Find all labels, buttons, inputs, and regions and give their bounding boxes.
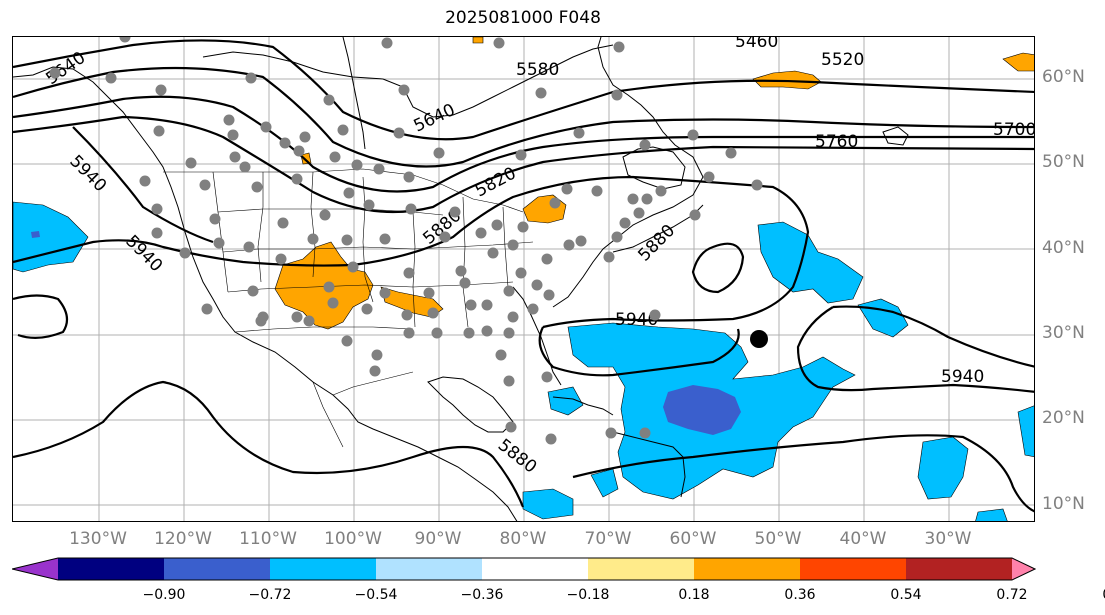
colorbar-segment <box>588 558 695 580</box>
contour-label: 5940 <box>121 231 166 276</box>
colorbar <box>12 557 1036 581</box>
lon-label-80w: 80°W <box>499 529 547 549</box>
colorbar-segment <box>800 558 907 580</box>
colorbar-segment <box>376 558 483 580</box>
lat-label-20n: 20°N <box>1042 408 1085 428</box>
contour-label: 5460 <box>735 37 778 52</box>
station-dots <box>49 37 763 445</box>
colorbar-segment <box>58 558 165 580</box>
colorbar-tick-label: −0.18 <box>566 587 610 603</box>
colorbar-tick-label: −0.36 <box>460 587 504 603</box>
colorbar-extension-high <box>1012 558 1035 580</box>
map-title: 2025081000 F048 <box>445 8 601 28</box>
colorbar-tick-label: −0.72 <box>248 587 292 603</box>
height-contours <box>13 39 1034 513</box>
lon-label-40w: 40°W <box>839 529 887 549</box>
lon-label-70w: 70°W <box>584 529 632 549</box>
contour-label: 5760 <box>815 132 858 152</box>
target-location-marker <box>750 330 768 348</box>
positive-anomaly-shading <box>274 37 1034 330</box>
contour-label: 5880 <box>494 435 540 477</box>
map-panel[interactable]: 5460 5520 5580 5640 5640 5700 5760 5820 … <box>12 36 1035 522</box>
strong-negative-anomaly-shading <box>31 231 741 435</box>
contour-label: 5580 <box>516 60 559 80</box>
contour-label: 5700 <box>993 120 1035 140</box>
colorbar-segment <box>270 558 377 580</box>
colorbar-extension-low <box>12 558 58 580</box>
colorbar-tick-label: 0.36 <box>784 587 816 603</box>
lon-label-110w: 110°W <box>239 529 297 549</box>
colorbar-segment <box>906 558 1013 580</box>
colorbar-segment <box>694 558 801 580</box>
lon-label-50w: 50°W <box>754 529 802 549</box>
lon-label-30w: 30°W <box>924 529 972 549</box>
colorbar-segment <box>482 558 589 580</box>
colorbar-tick-label: 0.72 <box>996 587 1028 603</box>
colorbar-tick-label: 0.54 <box>890 587 922 603</box>
lon-label-90w: 90°W <box>414 529 462 549</box>
colorbar-segment <box>164 558 271 580</box>
colorbar-tick-label: −0.90 <box>142 587 186 603</box>
lon-label-130w: 130°W <box>69 529 127 549</box>
lat-label-30n: 30°N <box>1042 323 1085 343</box>
lat-label-60n: 60°N <box>1042 67 1085 87</box>
contour-label: 5820 <box>472 163 520 201</box>
lat-label-10n: 10°N <box>1042 494 1085 514</box>
lat-label-40n: 40°N <box>1042 238 1085 258</box>
colorbar-tick-label: −0.54 <box>354 587 398 603</box>
contour-label: 5520 <box>821 50 864 70</box>
lon-label-100w: 100°W <box>324 529 382 549</box>
map-canvas: 5460 5520 5580 5640 5640 5700 5760 5820 … <box>13 37 1035 521</box>
contour-label: 5940 <box>615 310 658 330</box>
contour-labels: 5460 5520 5580 5640 5640 5700 5760 5820 … <box>42 37 1035 478</box>
contour-label: 5640 <box>411 100 459 136</box>
contour-label: 5940 <box>941 367 984 387</box>
colorbar-tick-label: 0.90 <box>1102 587 1105 603</box>
lon-label-120w: 120°W <box>154 529 212 549</box>
lat-label-50n: 50°N <box>1042 152 1085 172</box>
lon-label-60w: 60°W <box>669 529 717 549</box>
colorbar-tick-label: 0.18 <box>678 587 710 603</box>
